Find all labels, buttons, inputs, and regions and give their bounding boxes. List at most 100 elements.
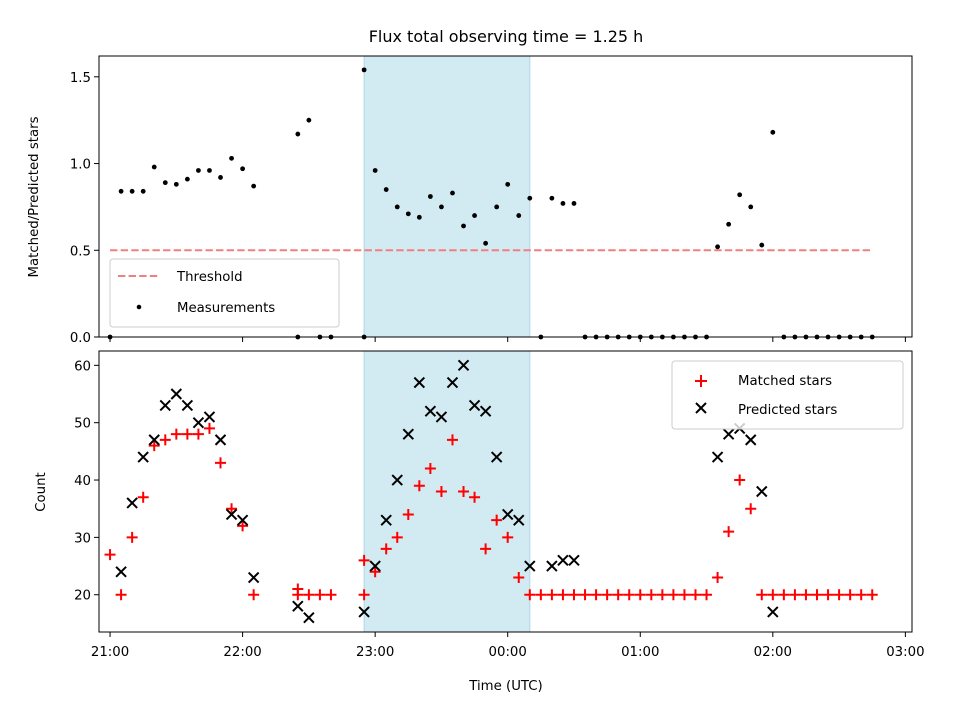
top-x-axis	[109, 337, 906, 342]
observing-window-fill	[364, 351, 530, 632]
measurement-point	[229, 155, 234, 161]
matched-star-point	[811, 589, 823, 601]
measurement-point	[715, 244, 720, 250]
legend-measurements-swatch	[136, 304, 142, 310]
measurement-point	[439, 204, 444, 210]
matched-star-point	[701, 589, 713, 601]
y-tick-label: 20	[74, 589, 91, 604]
measurement-point	[461, 223, 466, 229]
predicted-star-point	[380, 514, 392, 526]
matched-star-point	[446, 434, 458, 446]
predicted-star-point	[756, 485, 768, 498]
predicted-star-point	[170, 388, 183, 400]
matched-star-point	[215, 457, 227, 469]
matched-star-point	[568, 589, 580, 601]
measurement-point	[416, 214, 422, 220]
bottom-legend: Matched stars Predicted stars	[671, 360, 904, 430]
predicted-star-point	[303, 611, 315, 624]
measurement-point	[770, 129, 776, 135]
measurement-point	[118, 188, 124, 194]
predicted-star-point	[767, 606, 779, 618]
matched-star-point	[745, 503, 757, 515]
predicted-star-point	[292, 600, 304, 612]
matched-star-point	[833, 589, 845, 601]
bottom-plot-area	[104, 359, 878, 624]
predicted-star-point	[479, 405, 492, 417]
matched-star-point	[778, 589, 790, 601]
y-tick-label: 30	[74, 531, 91, 546]
matched-star-point	[192, 428, 204, 440]
y-tick-label: 40	[74, 474, 91, 489]
matched-star-point	[159, 434, 171, 446]
predicted-star-point	[126, 497, 138, 509]
predicted-star-point	[159, 399, 171, 412]
measurement-point	[218, 175, 223, 180]
measurement-point	[726, 221, 732, 227]
x-tick-label: 03:00	[886, 645, 924, 660]
y-tick-label: 0.0	[70, 331, 91, 346]
matched-star-point	[469, 491, 481, 503]
measurement-point	[207, 168, 212, 173]
matched-star-point	[513, 572, 525, 584]
predicted-star-point	[148, 434, 160, 446]
matched-star-point	[800, 589, 812, 601]
bottom-y-axis: 20 30 40 50 60	[74, 359, 99, 604]
matched-star-point	[358, 589, 370, 601]
observing-window-fill	[364, 56, 530, 337]
y-tick-label: 1.5	[70, 71, 91, 86]
matched-star-point	[391, 531, 403, 543]
predicted-star-point	[192, 416, 205, 429]
measurement-point	[527, 195, 533, 201]
y-tick-label: 50	[74, 417, 91, 432]
predicted-star-point	[369, 560, 381, 572]
predicted-star-point	[711, 451, 724, 463]
predicted-star-point	[137, 451, 149, 463]
matched-star-point	[667, 589, 679, 601]
matched-star-point	[325, 589, 337, 601]
matched-star-point	[645, 589, 657, 601]
matched-star-point	[502, 531, 514, 543]
matched-star-point	[148, 440, 160, 452]
matched-star-point	[380, 543, 392, 555]
top-shaded-region	[363, 56, 531, 337]
predicted-star-point	[402, 428, 415, 440]
bottom-y-axis-label: Count	[34, 472, 49, 512]
predicted-star-point	[557, 554, 569, 567]
measurement-point	[472, 213, 477, 218]
matched-star-point	[855, 589, 867, 601]
predicted-star-point	[413, 376, 426, 389]
legend-measurements-label: Measurements	[177, 301, 275, 316]
matched-star-point	[491, 514, 503, 526]
matched-star-point	[226, 503, 238, 515]
predicted-star-point	[457, 359, 470, 372]
predicted-star-point	[468, 399, 481, 412]
matched-star-point	[822, 589, 834, 601]
matched-star-point	[115, 589, 127, 601]
matched-star-point	[170, 428, 182, 440]
matched-star-point	[137, 491, 149, 503]
predicted-star-point	[358, 606, 370, 618]
matched-star-point	[402, 508, 414, 520]
predicted-star-point	[568, 554, 580, 567]
matched-star-point	[424, 463, 436, 475]
matched-star-point	[314, 589, 326, 601]
top-y-axis: 0.0 0.5 1.0 1.5	[70, 71, 99, 346]
measurement-point	[151, 164, 157, 170]
measurement-point	[383, 187, 389, 192]
measurement-point	[361, 67, 367, 73]
predicted-star-point	[513, 514, 525, 526]
measurement-point	[173, 181, 179, 187]
matched-star-point	[756, 589, 768, 601]
predicted-star-point	[546, 560, 558, 572]
measurement-point	[184, 176, 190, 182]
matched-star-point	[712, 572, 724, 584]
matched-star-point	[458, 486, 470, 497]
matched-star-point	[590, 589, 602, 601]
measurement-point	[450, 190, 455, 196]
matched-star-point	[524, 589, 536, 601]
matched-star-point	[579, 589, 591, 601]
legend-predicted-swatch	[695, 402, 707, 414]
matched-star-point	[546, 589, 558, 601]
chart-title: Flux total observing time = 1.25 h	[369, 27, 644, 46]
matched-star-point	[413, 480, 425, 492]
